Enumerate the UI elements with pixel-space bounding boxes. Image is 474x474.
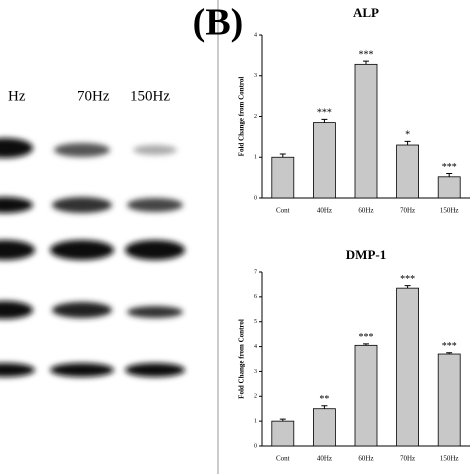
bar [354, 344, 378, 447]
y-tick-label: 1 [254, 155, 257, 161]
y-tick-label: 6 [254, 294, 257, 300]
lane-label: 70Hz [77, 88, 110, 104]
y-tick-label: 2 [254, 394, 257, 400]
y-tick-label: 7 [254, 269, 257, 275]
error-bar [446, 352, 453, 355]
x-tick-label: 150Hz [440, 207, 459, 215]
significance-label: *** [359, 332, 374, 343]
chart-title: ALP [353, 5, 379, 20]
error-bar [321, 405, 328, 409]
y-axis-label: Fold Change from Control [238, 319, 246, 399]
y-tick-label: 4 [254, 344, 257, 350]
panel-label: (B) [193, 2, 244, 44]
x-tick-label: 60Hz [358, 207, 373, 215]
error-bar [321, 118, 328, 123]
bar [396, 287, 420, 447]
error-bar [404, 140, 411, 146]
bar [271, 420, 295, 447]
significance-label: *** [359, 49, 374, 60]
bar [437, 176, 461, 199]
x-tick-label: Cont [276, 455, 290, 463]
bar [312, 408, 336, 447]
bar [354, 63, 378, 199]
error-bar [363, 60, 369, 65]
x-tick-label: 40Hz [317, 207, 332, 215]
error-bar [279, 153, 286, 158]
y-tick-label: 3 [254, 73, 257, 79]
x-tick-label: 40Hz [317, 455, 332, 463]
x-tick-label: 150Hz [440, 455, 459, 463]
significance-label: *** [400, 274, 415, 285]
western-blot [0, 138, 185, 377]
significance-label: ** [319, 394, 329, 405]
y-tick-label: 2 [254, 114, 257, 120]
y-tick-label: 0 [254, 195, 257, 201]
x-tick-label: 60Hz [358, 455, 373, 463]
significance-label: *** [442, 341, 457, 352]
significance-label: *** [317, 108, 332, 119]
y-tick-label: 4 [254, 32, 257, 38]
y-tick-label: 0 [254, 443, 257, 449]
bar [271, 156, 295, 199]
bar [396, 144, 420, 199]
y-tick-label: 5 [254, 319, 257, 325]
bar [312, 122, 336, 199]
error-bar [279, 418, 286, 422]
error-bar [404, 285, 411, 289]
y-tick-label: 1 [254, 419, 257, 425]
significance-label: *** [442, 162, 457, 173]
error-bar [446, 173, 453, 177]
significance-label: * [405, 130, 410, 141]
x-tick-label: 70Hz [400, 455, 415, 463]
y-axis-label: Fold Change from Control [238, 77, 246, 157]
chart-title: DMP-1 [346, 247, 386, 262]
bar [437, 353, 461, 447]
x-tick-label: Cont [276, 207, 290, 215]
y-tick-label: 3 [254, 369, 257, 375]
error-bar [363, 343, 369, 346]
lane-label: Hz [8, 88, 26, 104]
lane-label: 150Hz [130, 88, 170, 104]
x-tick-label: 70Hz [400, 207, 415, 215]
